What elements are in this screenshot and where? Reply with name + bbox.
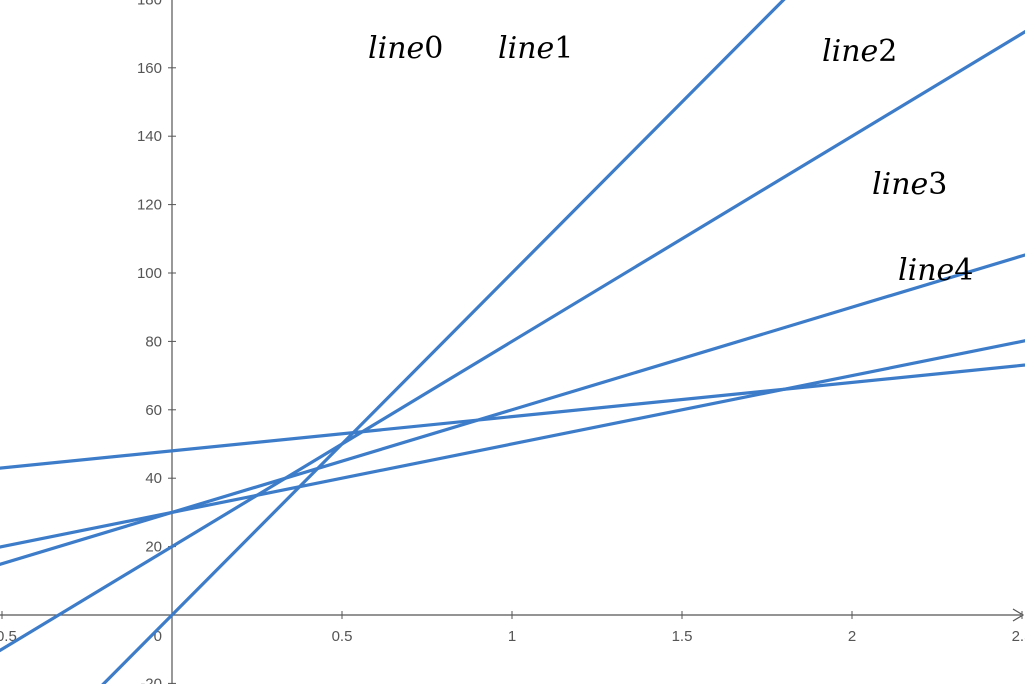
y-tick-label: 100	[137, 265, 162, 282]
series-line-line2	[0, 253, 1025, 566]
series-line-line3	[0, 339, 1025, 549]
y-tick-label: 80	[145, 333, 162, 350]
y-tick-label: 20	[145, 539, 162, 556]
x-axis-arrow	[1012, 608, 1025, 622]
series-line-line4	[0, 363, 1025, 470]
y-tick-label: 160	[137, 60, 162, 77]
series-label-base: line	[368, 31, 424, 66]
x-tick-label: 2	[848, 628, 856, 645]
series-label-base: line	[872, 167, 928, 202]
series-label-index: 1	[554, 31, 573, 66]
y-tick-label: 120	[137, 197, 162, 214]
y-tick-label: 180	[137, 0, 162, 8]
y-tick-label: 40	[145, 470, 162, 487]
series-label-line0: line0	[368, 31, 443, 66]
x-tick-label: 0	[154, 628, 162, 645]
series-label-index: 2	[878, 34, 897, 69]
series-label-base: line	[898, 253, 954, 288]
y-tick-label: -20	[140, 675, 162, 684]
series-label-base: line	[822, 34, 878, 69]
x-tick-label: 1	[508, 628, 516, 645]
x-tick-label: −0.5	[0, 628, 17, 645]
series-label-index: 0	[424, 31, 443, 66]
series-label-line2: line2	[822, 34, 897, 69]
series-label-line4: line4	[898, 253, 973, 288]
series-label-base: line	[498, 31, 554, 66]
series-label-line3: line3	[872, 167, 947, 202]
y-tick-label: 140	[137, 128, 162, 145]
x-tick-label: 1.5	[672, 628, 693, 645]
series-label-index: 4	[954, 253, 973, 288]
y-tick-label: 60	[145, 402, 162, 419]
series-label-index: 3	[928, 167, 947, 202]
x-tick-label: 2.5	[1012, 628, 1025, 645]
x-tick-label: 0.5	[332, 628, 353, 645]
series-label-line1: line1	[498, 31, 573, 66]
